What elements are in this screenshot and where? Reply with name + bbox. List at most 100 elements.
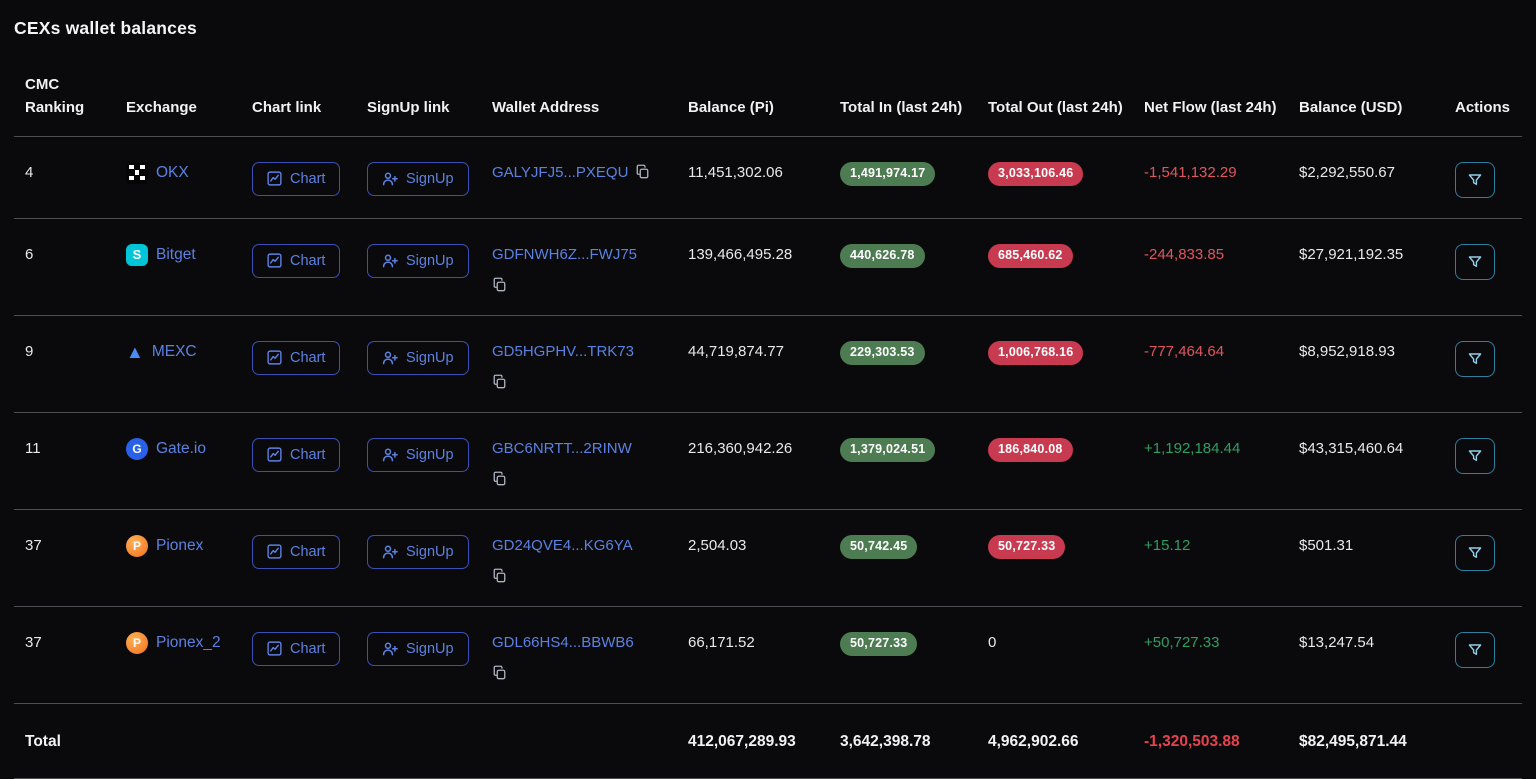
total-balance-pi: 412,067,289.93 bbox=[688, 733, 796, 750]
actions-filter-button[interactable] bbox=[1455, 162, 1495, 198]
table-row: 37 P Pionex_2 Chart bbox=[14, 606, 1522, 703]
chart-icon bbox=[267, 171, 282, 186]
wallet-address-link[interactable]: GALYJFJ5...PXEQU bbox=[492, 164, 628, 181]
balance-usd-value: $13,247.54 bbox=[1299, 634, 1374, 651]
exchange-link[interactable]: Bitget bbox=[156, 244, 196, 266]
cmc-ranking-value: 11 bbox=[25, 440, 41, 457]
cex-balances-table: CMC Ranking Exchange Chart link SignUp l… bbox=[14, 63, 1522, 779]
filter-funnel-icon bbox=[1467, 172, 1483, 188]
chart-icon bbox=[267, 447, 282, 462]
signup-button[interactable]: SignUp bbox=[367, 438, 469, 472]
copy-icon bbox=[492, 665, 507, 680]
chart-button-label: Chart bbox=[290, 641, 325, 657]
page: CEXs wallet balances CMC Ranking Exchang… bbox=[0, 0, 1536, 779]
copy-address-button[interactable] bbox=[492, 665, 507, 683]
copy-address-button[interactable] bbox=[492, 471, 507, 489]
bitget-logo-icon: S bbox=[126, 244, 148, 266]
chart-button-label: Chart bbox=[290, 171, 325, 187]
signup-button[interactable]: SignUp bbox=[367, 244, 469, 278]
actions-filter-button[interactable] bbox=[1455, 535, 1495, 571]
person-plus-icon bbox=[382, 350, 398, 366]
exchange-cell: ▲ MEXC bbox=[126, 341, 222, 363]
page-title: CEXs wallet balances bbox=[14, 18, 1522, 39]
balance-usd-value: $2,292,550.67 bbox=[1299, 164, 1395, 181]
actions-filter-button[interactable] bbox=[1455, 438, 1495, 474]
signup-button-label: SignUp bbox=[406, 350, 454, 366]
header-signup-link: SignUp link bbox=[356, 63, 481, 136]
wallet-address-link[interactable]: GBC6NRTT...2RINW bbox=[492, 440, 632, 457]
exchange-cell: OKX bbox=[126, 162, 222, 184]
total-in-badge: 1,491,974.17 bbox=[840, 162, 935, 186]
signup-button[interactable]: SignUp bbox=[367, 162, 469, 196]
chart-button[interactable]: Chart bbox=[252, 341, 340, 375]
header-net-flow: Net Flow (last 24h) bbox=[1133, 63, 1288, 136]
header-cmc-ranking: CMC Ranking bbox=[14, 63, 115, 136]
actions-filter-button[interactable] bbox=[1455, 341, 1495, 377]
net-flow-value: +15.12 bbox=[1144, 537, 1190, 554]
copy-icon bbox=[492, 471, 507, 486]
chart-button[interactable]: Chart bbox=[252, 244, 340, 278]
person-plus-icon bbox=[382, 171, 398, 187]
copy-icon bbox=[492, 277, 507, 292]
net-flow-value: +1,192,184.44 bbox=[1144, 440, 1240, 457]
wallet-address-link[interactable]: GD5HGPHV...TRK73 bbox=[492, 343, 634, 360]
chart-button[interactable]: Chart bbox=[252, 438, 340, 472]
cmc-ranking-value: 9 bbox=[25, 343, 33, 360]
chart-icon bbox=[267, 253, 282, 268]
copy-address-button[interactable] bbox=[635, 164, 650, 182]
total-out-sum: 4,962,902.66 bbox=[988, 733, 1079, 750]
filter-funnel-icon bbox=[1467, 254, 1483, 270]
wallet-address-link[interactable]: GDL66HS4...BBWB6 bbox=[492, 634, 634, 651]
chart-button[interactable]: Chart bbox=[252, 632, 340, 666]
exchange-link[interactable]: Gate.io bbox=[156, 438, 206, 460]
total-balance-usd: $82,495,871.44 bbox=[1299, 733, 1407, 750]
signup-button[interactable]: SignUp bbox=[367, 632, 469, 666]
total-out-badge: 0 bbox=[988, 634, 996, 651]
signup-button[interactable]: SignUp bbox=[367, 535, 469, 569]
chart-button[interactable]: Chart bbox=[252, 535, 340, 569]
filter-funnel-icon bbox=[1467, 642, 1483, 658]
balance-usd-value: $43,315,460.64 bbox=[1299, 440, 1403, 457]
actions-filter-button[interactable] bbox=[1455, 632, 1495, 668]
exchange-link[interactable]: OKX bbox=[156, 162, 189, 184]
table-row: 6 S Bitget Chart bbox=[14, 218, 1522, 315]
cmc-ranking-value: 37 bbox=[25, 537, 42, 554]
balance-pi-value: 11,451,302.06 bbox=[688, 164, 783, 181]
signup-button-label: SignUp bbox=[406, 447, 454, 463]
signup-button[interactable]: SignUp bbox=[367, 341, 469, 375]
chart-icon bbox=[267, 350, 282, 365]
signup-button-label: SignUp bbox=[406, 171, 454, 187]
copy-address-button[interactable] bbox=[492, 568, 507, 586]
exchange-link[interactable]: Pionex_2 bbox=[156, 632, 221, 654]
chart-button-label: Chart bbox=[290, 350, 325, 366]
cmc-ranking-value: 37 bbox=[25, 634, 42, 651]
balance-pi-value: 139,466,495.28 bbox=[688, 246, 792, 263]
mexc-logo-icon: ▲ bbox=[126, 341, 144, 363]
table-row: 11 G Gate.io Chart bbox=[14, 412, 1522, 509]
header-balance-usd: Balance (USD) bbox=[1288, 63, 1444, 136]
table-header-row: CMC Ranking Exchange Chart link SignUp l… bbox=[14, 63, 1522, 136]
pionex-logo-icon: P bbox=[126, 632, 148, 654]
header-actions: Actions bbox=[1444, 63, 1522, 136]
exchange-link[interactable]: MEXC bbox=[152, 341, 197, 363]
wallet-address-link[interactable]: GD24QVE4...KG6YA bbox=[492, 537, 633, 554]
total-out-badge: 3,033,106.46 bbox=[988, 162, 1083, 186]
actions-filter-button[interactable] bbox=[1455, 244, 1495, 280]
balance-pi-value: 216,360,942.26 bbox=[688, 440, 792, 457]
table-body: 4 OKX Chart bbox=[14, 136, 1522, 703]
copy-address-button[interactable] bbox=[492, 277, 507, 295]
copy-icon bbox=[492, 374, 507, 389]
exchange-cell: P Pionex_2 bbox=[126, 632, 222, 654]
net-flow-value: +50,727.33 bbox=[1144, 634, 1220, 651]
pionex-logo-icon: P bbox=[126, 535, 148, 557]
total-out-badge: 685,460.62 bbox=[988, 244, 1073, 268]
exchange-link[interactable]: Pionex bbox=[156, 535, 203, 557]
chart-button[interactable]: Chart bbox=[252, 162, 340, 196]
filter-funnel-icon bbox=[1467, 545, 1483, 561]
filter-funnel-icon bbox=[1467, 448, 1483, 464]
filter-funnel-icon bbox=[1467, 351, 1483, 367]
exchange-cell: G Gate.io bbox=[126, 438, 222, 460]
copy-address-button[interactable] bbox=[492, 374, 507, 392]
balance-pi-value: 44,719,874.77 bbox=[688, 343, 784, 360]
wallet-address-link[interactable]: GDFNWH6Z...FWJ75 bbox=[492, 246, 637, 263]
